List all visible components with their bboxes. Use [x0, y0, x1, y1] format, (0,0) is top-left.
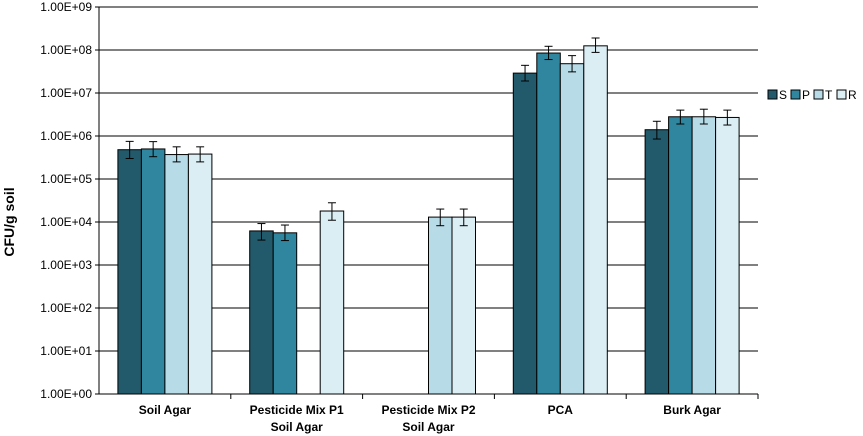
category-label: Soil Agar — [271, 420, 324, 434]
y-tick-label: 1.00E+06 — [40, 129, 92, 143]
bar-s — [117, 149, 142, 395]
bar-p — [272, 232, 298, 395]
y-tick-label: 1.00E+00 — [40, 387, 92, 401]
legend-label-t: T — [825, 88, 833, 102]
error-bars — [125, 37, 732, 242]
bar-t — [428, 216, 453, 395]
legend-label-r: R — [848, 88, 857, 102]
y-tick-label: 1.00E+01 — [40, 344, 92, 358]
y-tick-label: 1.00E+05 — [40, 172, 92, 186]
bar-s — [249, 230, 274, 395]
category-label: Soil Agar — [402, 420, 455, 434]
category-label: Pesticide Mix P2 — [381, 403, 475, 417]
category-label: Pesticide Mix P1 — [250, 403, 344, 417]
y-tick-label: 1.00E+02 — [40, 301, 92, 315]
legend-swatch-p — [790, 89, 801, 100]
bar-t — [164, 154, 189, 395]
category-label: Burk Agar — [663, 403, 721, 417]
x-axis-categories: Soil Agar Pesticide Mix P1 Soil Agar Pestic… — [139, 403, 721, 434]
bar-r — [319, 210, 345, 395]
category-label: PCA — [548, 403, 574, 417]
bar-r — [451, 216, 476, 395]
bar-p — [668, 116, 693, 395]
legend-swatch-s — [767, 89, 778, 100]
bar-p — [140, 148, 166, 395]
bars — [117, 45, 740, 395]
bar-r — [187, 153, 213, 395]
y-axis-ticks: 1.00E+00 1.00E+01 1.00E+02 1.00E+03 1.00E+04… — [40, 0, 99, 401]
category-label: Soil Agar — [139, 403, 192, 417]
axes — [98, 7, 759, 399]
legend-label-p: P — [802, 88, 810, 102]
bar-t — [691, 116, 717, 395]
bar-r — [583, 45, 608, 395]
bar-p — [536, 52, 561, 395]
bar-t — [559, 63, 585, 395]
y-tick-label: 1.00E+09 — [40, 0, 92, 14]
legend-label-s: S — [779, 88, 787, 102]
bar-r — [715, 116, 740, 395]
legend-swatch-t — [813, 89, 824, 100]
y-tick-label: 1.00E+08 — [40, 43, 92, 57]
y-tick-label: 1.00E+07 — [40, 86, 92, 100]
bar-s — [644, 129, 670, 395]
y-axis-label: CFU/g soil — [1, 187, 17, 256]
y-tick-label: 1.00E+03 — [40, 258, 92, 272]
legend-swatch-r — [836, 89, 847, 100]
y-tick-label: 1.00E+04 — [40, 215, 92, 229]
bar-s — [512, 72, 538, 395]
